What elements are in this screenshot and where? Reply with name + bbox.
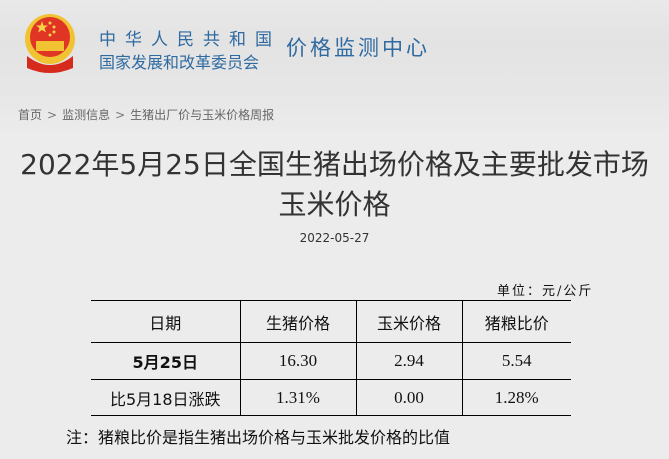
row-change-label: 比5月18日涨跌 xyxy=(91,379,240,416)
ratio-change: 1.28% xyxy=(461,379,571,416)
hog-price-change: 1.31% xyxy=(239,379,356,416)
breadcrumb-separator: > xyxy=(47,108,58,122)
publish-date: 2022-05-27 xyxy=(299,231,370,245)
site-header: 中华人民共和国 国家发展和改革委员会 价格监测中心 xyxy=(0,0,669,140)
footnote: 注：猪粮比价是指生猪出场价格与玉米批发价格的比值 xyxy=(66,428,451,447)
center-name[interactable]: 价格监测中心 xyxy=(286,36,430,60)
national-emblem-icon xyxy=(25,14,75,73)
price-table: 日期 生猪价格 玉米价格 猪粮比价 5月25日 16.30 2.94 5.54 … xyxy=(91,300,571,416)
hog-price-value: 16.30 xyxy=(239,342,356,380)
header-corn-price: 玉米价格 xyxy=(355,300,462,343)
ratio-value: 5.54 xyxy=(461,342,571,380)
header-hog-price: 生猪价格 xyxy=(239,300,356,343)
org-name-line1: 中华人民共和国 xyxy=(99,30,281,50)
breadcrumb-weekly-report[interactable]: 生猪出厂价与玉米价格周报 xyxy=(130,108,275,122)
unit-label: 单位：元/公斤 xyxy=(497,284,594,299)
header-date: 日期 xyxy=(91,300,240,343)
header-ratio: 猪粮比价 xyxy=(461,300,571,343)
table-header-row: 日期 生猪价格 玉米价格 猪粮比价 xyxy=(91,300,571,343)
corn-price-change: 0.00 xyxy=(355,379,462,416)
org-name-line2: 国家发展和改革委员会 xyxy=(99,53,260,72)
table-row: 5月25日 16.30 2.94 5.54 xyxy=(91,342,571,380)
page-title: 2022年5月25日全国生猪出场价格及主要批发市场玉米价格 xyxy=(20,148,649,221)
breadcrumb: 首页 > 监测信息 > 生猪出厂价与玉米价格周报 xyxy=(18,106,274,123)
row-date: 5月25日 xyxy=(91,342,240,380)
table-row: 比5月18日涨跌 1.31% 0.00 1.28% xyxy=(91,379,571,416)
breadcrumb-monitoring[interactable]: 监测信息 xyxy=(62,108,111,122)
breadcrumb-separator: > xyxy=(115,108,126,122)
breadcrumb-home[interactable]: 首页 xyxy=(18,108,43,122)
corn-price-value: 2.94 xyxy=(355,342,462,380)
